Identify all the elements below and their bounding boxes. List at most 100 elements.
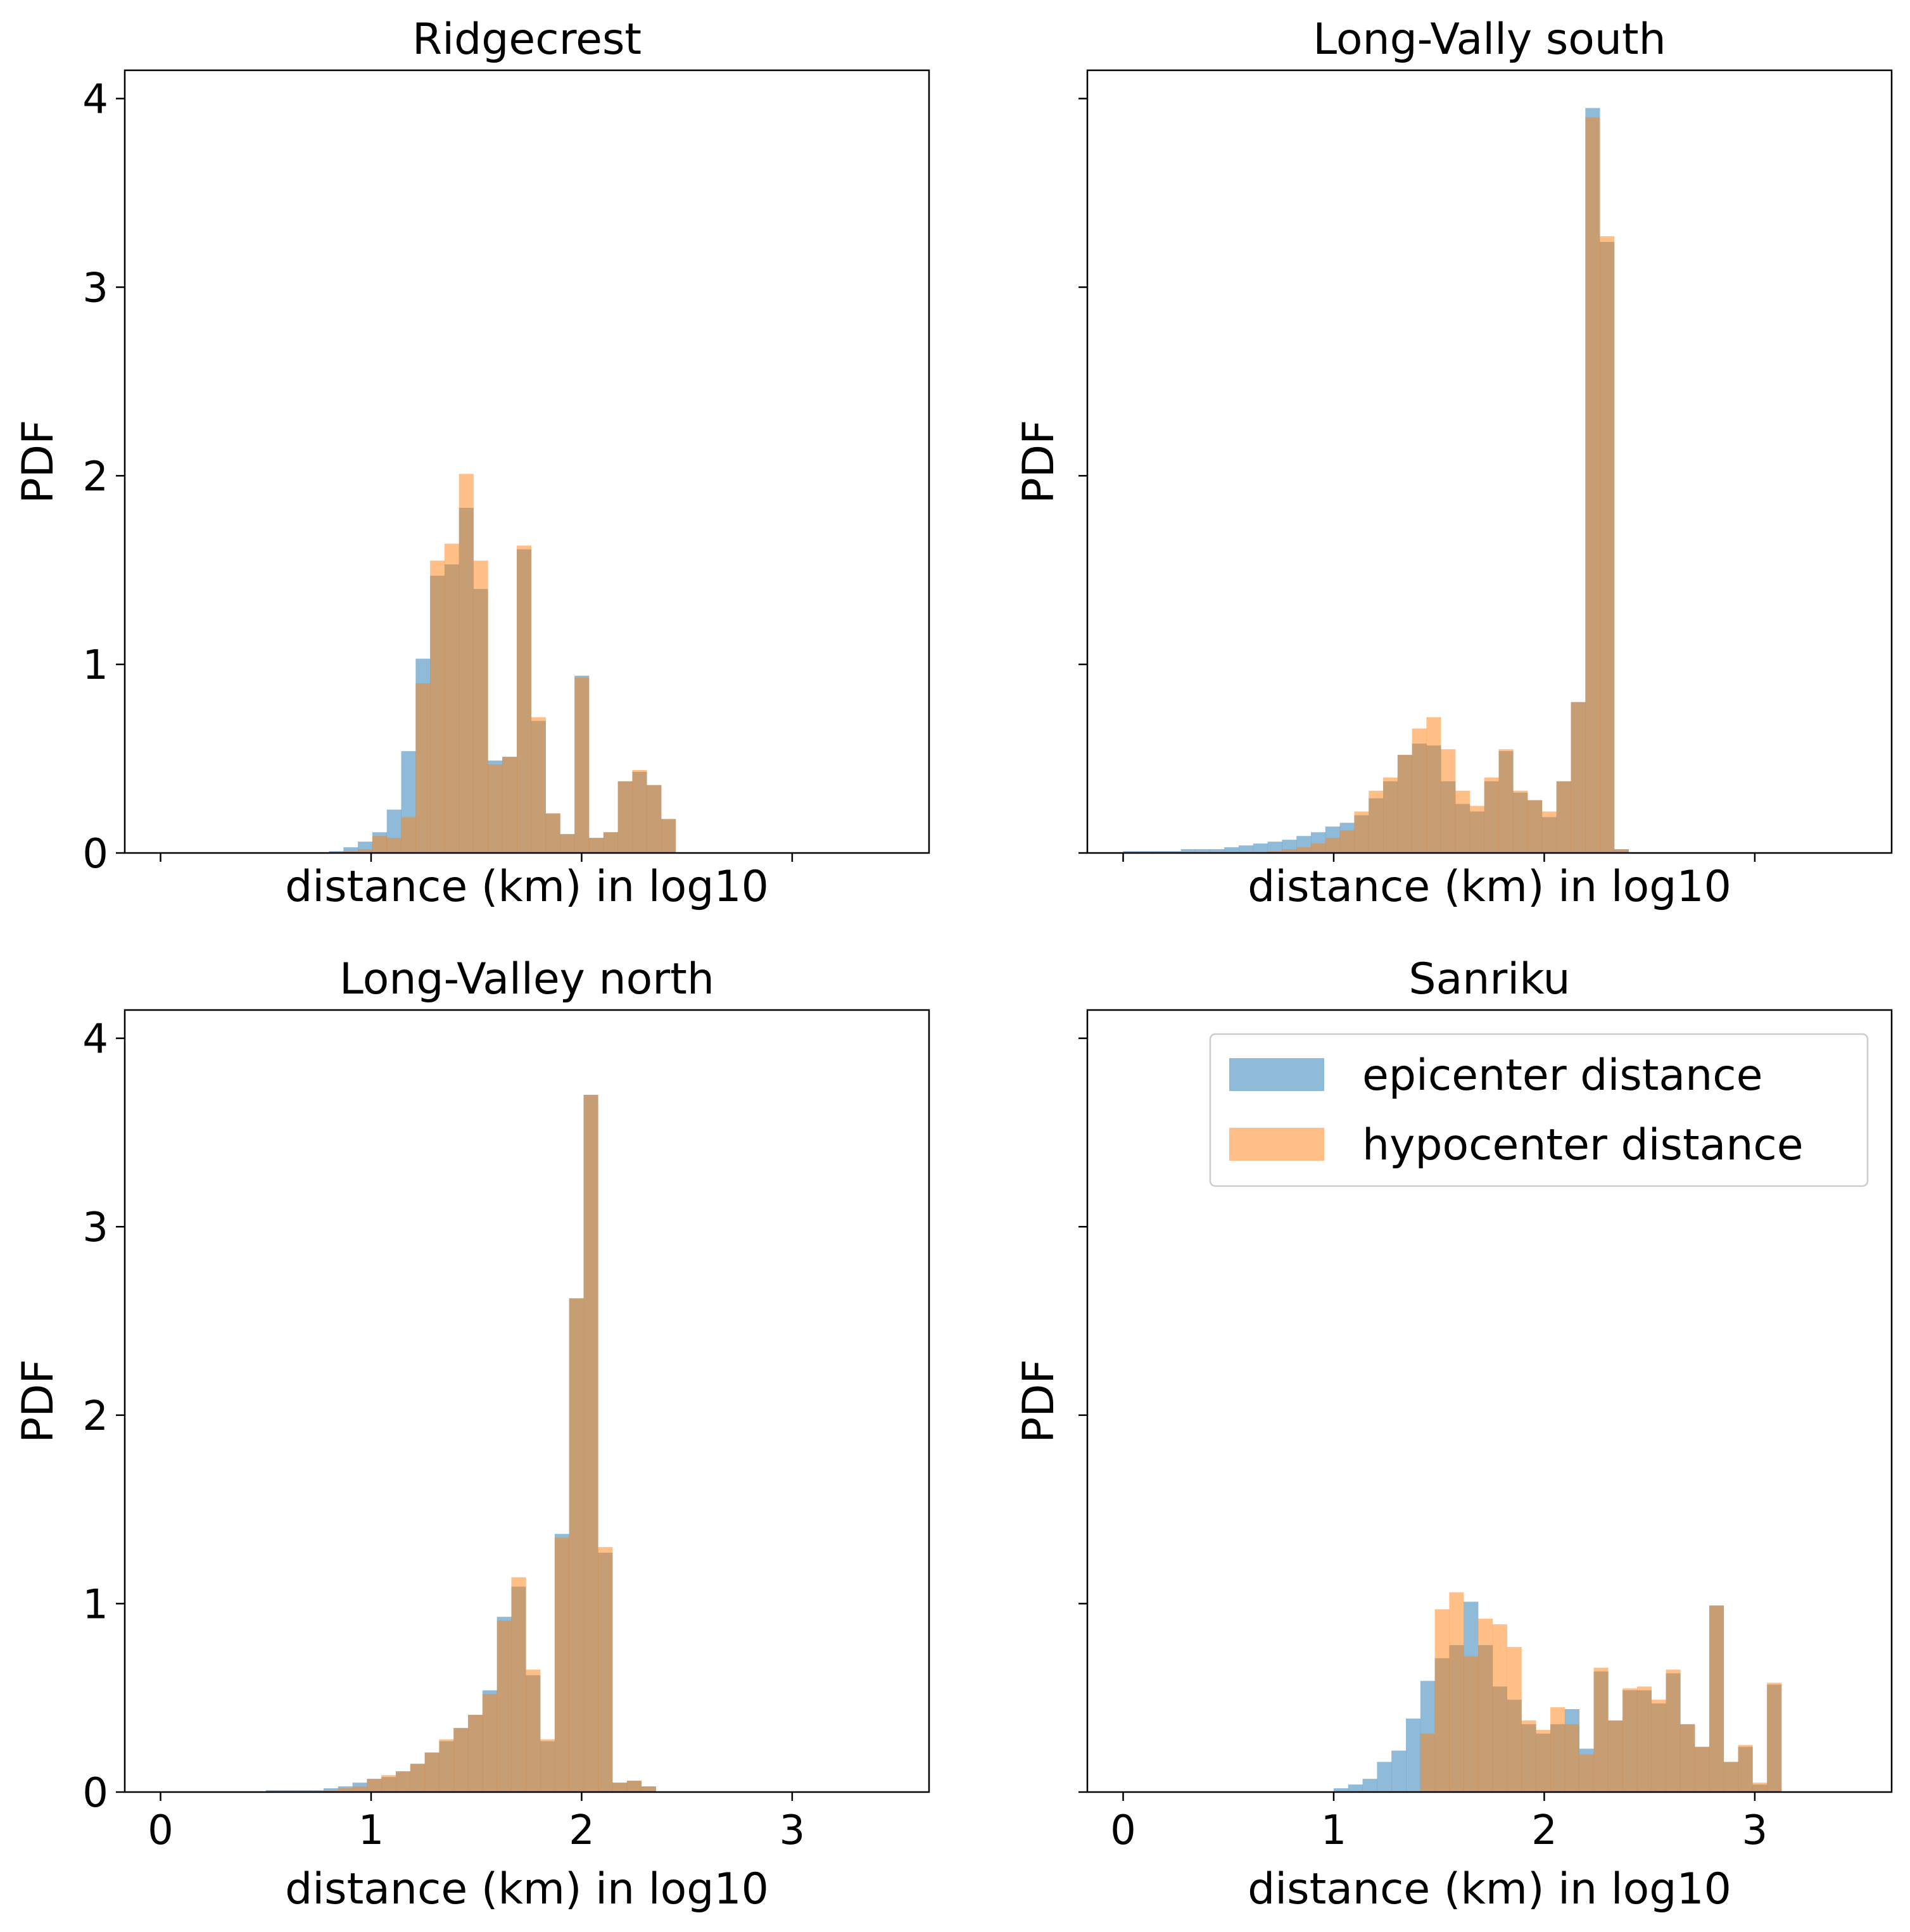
hypocenter-bar: 0.38 xyxy=(1608,1720,1623,1792)
y-axis-label: PDF xyxy=(13,1359,63,1443)
hypocenter-bar: 0.02 xyxy=(1614,849,1629,853)
epicenter-bar: 0.16 xyxy=(1377,1762,1392,1792)
hypocenter-bar: 2.01 xyxy=(459,474,474,853)
hypocenter-bar: 0.77 xyxy=(1507,1646,1522,1792)
epicenter-bar: 0.02 xyxy=(1333,1788,1349,1792)
hypocenter-bar: 3.27 xyxy=(1600,236,1615,854)
hypocenter-bar: 0.09 xyxy=(381,1775,396,1792)
hypocenter-bar: 0.22 xyxy=(1541,811,1557,853)
hypocenter-bar: 0.92 xyxy=(1478,1619,1493,1792)
panel-0: 0.010.030.060.110.230.541.031.471.531.83… xyxy=(13,15,930,912)
hypocenter-bar: 0.05 xyxy=(1311,843,1326,853)
hypocenter-bar: 0.41 xyxy=(468,1714,483,1792)
epicenter-bar: 0.01 xyxy=(280,1790,295,1792)
epicenter-bar: 0.05 xyxy=(1253,843,1268,853)
y-tick-label: 2 xyxy=(82,453,108,500)
hypocenter-bar: 0.44 xyxy=(632,769,647,853)
hypocenter-bar: 3.9 xyxy=(1585,117,1600,854)
x-axis-label: distance (km) in log10 xyxy=(285,1864,769,1914)
hypocenter-legend-swatch xyxy=(1229,1128,1324,1161)
axes-frame xyxy=(1086,1009,1893,1793)
epicenter-bar: 0.01 xyxy=(1123,851,1138,853)
epicenter-bar: 0.02 xyxy=(1195,849,1210,853)
x-tick-label: 3 xyxy=(780,1807,806,1854)
hypocenter-bar: 0.36 xyxy=(1564,1724,1579,1792)
hypocenter-bar: 0.16 xyxy=(1723,1762,1738,1792)
hypocenter-bar: 0.36 xyxy=(647,785,662,853)
hypocenter-bar: 3.7 xyxy=(583,1094,598,1792)
hypocenter-bar: 0.66 xyxy=(1412,728,1427,853)
epicenter-bar: 0.01 xyxy=(265,1790,281,1792)
epicenter-bar: 0.03 xyxy=(343,847,358,853)
epicenter-bar: 0.06 xyxy=(1267,842,1282,853)
hypocenter-bar: 0.51 xyxy=(502,757,517,853)
hypocenter-bar: 0.65 xyxy=(1666,1669,1681,1792)
y-tick-label: 1 xyxy=(82,1581,108,1628)
hypocenter-bar: 1.35 xyxy=(554,1537,569,1792)
hypocenter-bar: 1.63 xyxy=(516,545,532,853)
epicenter-bar: 0.01 xyxy=(329,851,344,853)
hypocenter-bar: 0.4 xyxy=(1383,777,1398,853)
epicenter-bar: 0.01 xyxy=(1152,851,1167,853)
epicenter-bar: 0.01 xyxy=(1166,851,1182,853)
epicenter-bar: 0.01 xyxy=(309,1790,324,1792)
series-hypocenter-bars: 0.010.020.030.070.090.110.150.210.280.34… xyxy=(323,1094,656,1792)
epicenter-bar: 0.39 xyxy=(1406,1718,1421,1792)
epicenter-bar: 0.02 xyxy=(1210,849,1225,853)
hypocenter-bar: 0.2 xyxy=(1579,1754,1594,1792)
panel-title: Ridgecrest xyxy=(412,15,642,65)
x-tick-label: 2 xyxy=(1531,1807,1557,1854)
hypocenter-bar: 0.25 xyxy=(1469,805,1484,853)
hypocenter-bar: 0.03 xyxy=(352,1786,367,1792)
x-tick-label: 2 xyxy=(569,1807,595,1854)
panel-2: 0.010.010.010.010.020.030.050.070.080.11… xyxy=(13,954,930,1914)
legend: epicenter distance hypocenter distance xyxy=(1209,1033,1869,1187)
epicenter-bar: 0.04 xyxy=(1238,845,1254,853)
y-tick-label: 4 xyxy=(82,77,108,123)
axes-frame xyxy=(123,1009,930,1793)
hypocenter-bar: 0.33 xyxy=(1513,790,1528,853)
hypocenter-bar: 0.66 xyxy=(1593,1667,1609,1792)
hypocenter-bar: 0.33 xyxy=(1455,790,1470,853)
panel-title: Long-Vally south xyxy=(1313,15,1666,65)
hypocenter-bar: 0.33 xyxy=(1536,1729,1551,1792)
hypocenter-bar: 0.05 xyxy=(1752,1783,1768,1792)
hypocenter-bar: 1.3 xyxy=(598,1547,613,1792)
hypocenter-bar: 0.28 xyxy=(540,1739,555,1792)
axes-frame xyxy=(123,69,930,854)
y-axis-label: PDF xyxy=(13,420,63,503)
panel-1: 0.010.010.010.010.020.020.020.030.040.05… xyxy=(1014,15,1893,912)
panel-title: Sanriku xyxy=(1408,954,1570,1004)
hypocenter-bar: 0.08 xyxy=(589,838,604,853)
hypocenter-bar: 0.21 xyxy=(424,1752,440,1792)
x-axis-label: distance (km) in log10 xyxy=(1248,862,1731,912)
hypocenter-bar: 0.56 xyxy=(1636,1686,1652,1792)
hypocenter-bar: 0.4 xyxy=(1484,777,1499,853)
epicenter-bar: 0.03 xyxy=(1224,847,1239,853)
hypocenter-bar: 0.12 xyxy=(1339,830,1355,853)
hypocenter-bar: 0.01 xyxy=(343,851,358,853)
hypocenter-bar: 1.64 xyxy=(444,543,460,853)
hypocenter-bar: 0.36 xyxy=(1680,1724,1695,1792)
hypocenter-bar: 0.99 xyxy=(1709,1605,1724,1792)
hypocenter-bar: 0.02 xyxy=(1282,849,1297,853)
hypocenter-bar: 0.01 xyxy=(323,1790,339,1792)
hypocenter-bar: 0.08 xyxy=(1325,838,1340,853)
x-tick-label: 0 xyxy=(1110,1807,1136,1854)
axes-frame xyxy=(1086,69,1893,854)
series-hypocenter-bars: 0.010.020.030.050.080.120.220.330.40.520… xyxy=(1267,117,1629,854)
hypocenter-bar: 0.11 xyxy=(603,832,618,853)
hypocenter-bar: 0.02 xyxy=(358,849,373,853)
hypocenter-bar: 0.25 xyxy=(1738,1745,1753,1792)
hypocenter-bar: 0.49 xyxy=(1651,1700,1666,1792)
hypocenter-bar: 0.9 xyxy=(415,683,431,853)
legend-frame xyxy=(1209,1033,1869,1187)
panel-3: 0.020.040.070.160.220.390.590.710.781.01… xyxy=(1014,954,1893,1914)
epicenter-bar: 0.01 xyxy=(294,1790,310,1792)
hypocenter-bar: 0.06 xyxy=(626,1781,642,1792)
series-hypocenter-bars: 0.310.971.060.720.920.890.770.380.330.45… xyxy=(1420,1592,1782,1792)
hypocenter-bar: 0.52 xyxy=(482,1694,497,1792)
x-tick-label: 1 xyxy=(1321,1807,1347,1854)
hypocenter-bar: 0.02 xyxy=(338,1788,353,1792)
hypocenter-bar: 0.91 xyxy=(496,1620,512,1792)
